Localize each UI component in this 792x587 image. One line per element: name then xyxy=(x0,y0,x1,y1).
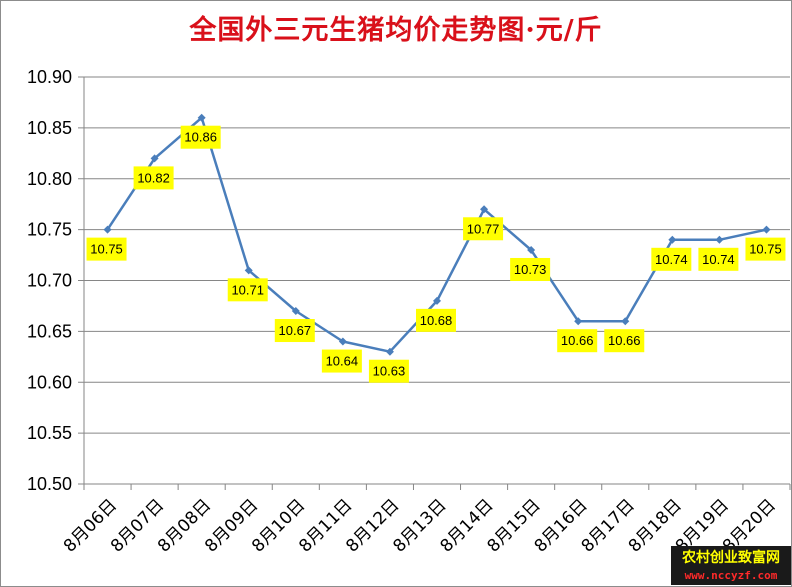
data-label: 10.74 xyxy=(655,252,688,267)
y-tick-label: 10.65 xyxy=(27,321,72,341)
data-label: 10.82 xyxy=(137,170,170,185)
data-point xyxy=(480,205,489,214)
data-label-background xyxy=(274,319,315,343)
data-label-background xyxy=(604,329,645,353)
data-point xyxy=(762,225,771,234)
data-label-background xyxy=(133,166,174,190)
data-label: 10.86 xyxy=(184,130,217,145)
y-tick-label: 10.75 xyxy=(27,220,72,240)
data-point xyxy=(291,307,300,316)
data-label: 10.64 xyxy=(326,354,359,369)
axes xyxy=(78,76,791,490)
watermark-url: www.nccyzf.com xyxy=(685,569,778,582)
data-point xyxy=(668,235,677,244)
y-axis-ticks: 10.50 10.55 10.60 10.65 10.70 10.75 10.80 10.85… xyxy=(27,67,72,494)
data-label-background xyxy=(651,247,692,271)
data-label-background xyxy=(557,329,598,353)
y-tick-label: 10.85 xyxy=(27,118,72,138)
chart-title: 全国外三元生猪均价走势图·元/斤 xyxy=(189,15,603,46)
data-label-background xyxy=(463,217,504,241)
data-label-background xyxy=(510,257,551,281)
data-label: 10.77 xyxy=(467,221,500,236)
data-point xyxy=(433,296,441,305)
y-tick-label: 10.55 xyxy=(27,423,72,443)
data-label-background xyxy=(227,278,268,302)
y-tick-label: 10.90 xyxy=(27,67,72,87)
data-label: 10.71 xyxy=(231,282,264,297)
data-label: 10.63 xyxy=(373,364,406,379)
data-point xyxy=(385,347,394,356)
data-label: 10.75 xyxy=(749,242,782,257)
data-label-background xyxy=(698,247,739,271)
watermark-background xyxy=(671,546,791,585)
data-labels: 10.75 10.82 10.86 10.71 10.67 10.64 10.63 10.68… xyxy=(86,125,786,383)
watermark: 农村创业致富网 www.nccyzf.com xyxy=(671,546,791,585)
data-point xyxy=(150,154,159,163)
data-label: 10.66 xyxy=(561,333,594,348)
data-point xyxy=(197,113,206,122)
data-label-background xyxy=(416,308,456,332)
data-label-background xyxy=(745,237,786,261)
data-label: 10.67 xyxy=(279,323,312,338)
y-tick-label: 10.50 xyxy=(27,474,72,494)
data-point xyxy=(338,337,347,346)
data-point xyxy=(715,235,724,244)
y-tick-label: 10.80 xyxy=(27,169,72,189)
y-tick-label: 10.60 xyxy=(27,372,72,392)
data-label-background xyxy=(321,349,362,373)
data-label-background xyxy=(180,125,221,149)
data-label: 10.75 xyxy=(90,242,123,257)
data-point xyxy=(103,225,112,234)
data-label: 10.68 xyxy=(420,313,453,328)
watermark-site-name: 农村创业致富网 xyxy=(681,549,780,566)
data-point xyxy=(527,245,536,254)
data-label: 10.66 xyxy=(608,333,641,348)
data-point xyxy=(574,317,583,326)
data-point xyxy=(621,317,630,326)
data-label-background xyxy=(368,359,409,383)
data-point xyxy=(244,266,253,275)
data-label: 10.73 xyxy=(514,262,547,277)
y-tick-label: 10.70 xyxy=(27,271,72,291)
data-label: 10.74 xyxy=(702,252,735,267)
data-label-background xyxy=(86,237,127,261)
